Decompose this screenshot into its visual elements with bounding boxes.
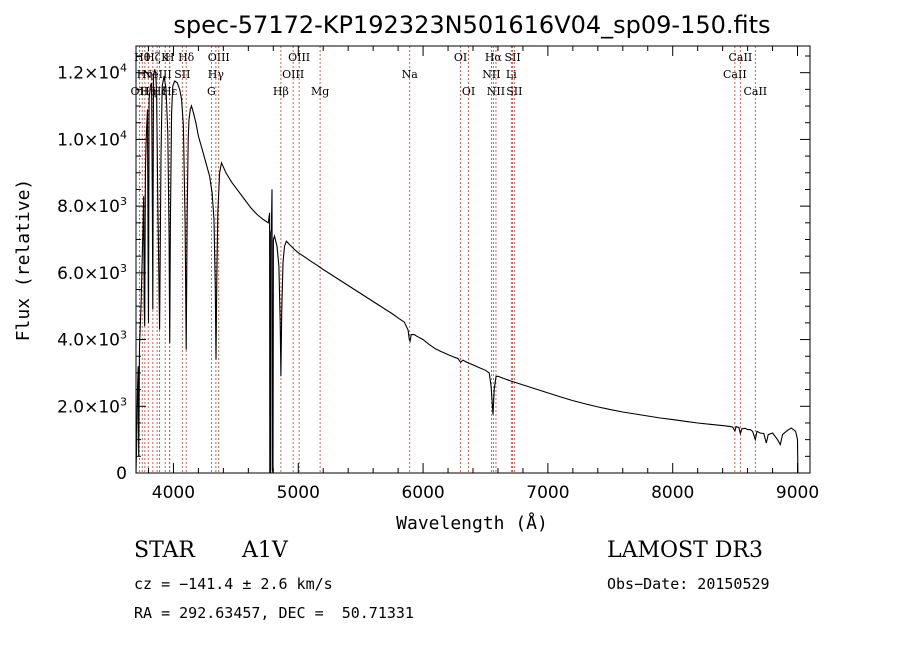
x-tick-label: 8000 <box>651 483 694 503</box>
y-tick-exponent: 3 <box>120 195 127 208</box>
y-tick-mantissa: 8.0×10 <box>57 197 120 217</box>
line-label-7: K <box>161 51 170 64</box>
y-tick-exponent: 3 <box>120 262 127 275</box>
line-label-6: Hζ <box>152 85 168 98</box>
line-label-13: Hγ <box>208 68 225 81</box>
line-label-23: Hα <box>485 51 503 64</box>
observation-date: Obs−Date: 20150529 <box>607 575 770 593</box>
y-axis-label: Flux (relative) <box>13 179 34 342</box>
y-tick-label: 2.0×103 <box>57 395 127 417</box>
redshift-readout: cz = −141.4 ± 2.6 km/s <box>134 575 333 593</box>
line-label-12: G <box>207 85 216 98</box>
line-label-30: CaII <box>743 85 767 98</box>
x-tick-label: 9000 <box>776 483 819 503</box>
y-tick-label: 1.0×104 <box>57 128 127 150</box>
line-label-26: SII <box>504 51 520 64</box>
line-label-29: CaII <box>729 51 753 64</box>
line-labels: OIIHθHηHηHζNeIIIHζKHHεSIIHδGHγOIIIHβOIII… <box>131 51 768 98</box>
plot-frame <box>135 45 811 474</box>
x-tick-label: 7000 <box>526 483 569 503</box>
object-class: STAR <box>134 538 195 563</box>
x-axis-label: Wavelength (Å) <box>396 512 548 534</box>
y-tick-exponent: 4 <box>120 62 127 75</box>
line-label-14: OIII <box>208 51 230 64</box>
line-label-28: CaII <box>723 68 747 81</box>
line-label-5: NeIII <box>143 68 172 81</box>
y-tick-label: 4.0×103 <box>57 329 127 351</box>
line-label-10: SII <box>174 68 190 81</box>
line-label-8: H <box>165 51 175 64</box>
x-tick-label: 6000 <box>401 483 444 503</box>
line-label-24: NII <box>487 85 505 98</box>
x-tick-label: 4000 <box>152 483 195 503</box>
line-label-15: Hβ <box>273 85 289 98</box>
y-tick-mantissa: 1.2×10 <box>57 64 120 84</box>
y-tick-mantissa: 1.0×10 <box>57 130 120 150</box>
line-label-3: Hη <box>140 85 156 98</box>
y-tick-exponent: 3 <box>120 395 127 408</box>
y-tick-exponent: 3 <box>120 329 127 342</box>
line-label-2: Hη <box>137 68 153 81</box>
axis-ticks: 4000 5000 6000 7000 8000 900002.0×1034.0×1036… <box>57 46 819 503</box>
y-tick-label: 1.2×104 <box>57 62 127 84</box>
line-label-20: OI <box>454 51 467 64</box>
line-label-22: NII <box>482 68 500 81</box>
y-tick-mantissa: 0 <box>116 464 127 484</box>
spectrum-series-line <box>135 69 799 474</box>
line-label-1: Hθ <box>134 51 151 64</box>
x-tick-label: 5000 <box>277 483 320 503</box>
line-label-4: Hζ <box>145 51 161 64</box>
y-tick-mantissa: 2.0×10 <box>57 397 120 417</box>
line-label-19: Na <box>402 68 419 81</box>
y-tick-label: 8.0×103 <box>57 195 127 217</box>
chart-title: spec-57172-KP192323N501616V04_sp09-150.f… <box>173 11 770 39</box>
line-label-27: SII <box>506 85 522 98</box>
line-label-17: OIII <box>288 51 310 64</box>
y-tick-mantissa: 6.0×10 <box>57 264 120 284</box>
y-tick-mantissa: 4.0×10 <box>57 331 120 351</box>
line-label-21: OI <box>462 85 475 98</box>
survey-name: LAMOST DR3 <box>607 538 763 563</box>
line-label-11: Hδ <box>178 51 195 64</box>
line-label-0: OII <box>131 85 149 98</box>
y-tick-label: 6.0×103 <box>57 262 127 284</box>
line-label-25: Li <box>506 68 517 81</box>
line-label-16: OIII <box>282 68 304 81</box>
coordinates-readout: RA = 292.63457, DEC = 50.71331 <box>134 604 414 622</box>
y-tick-exponent: 4 <box>120 128 127 141</box>
y-tick-label: 0 <box>116 464 127 484</box>
line-markers <box>138 46 756 473</box>
line-label-9: Hε <box>162 85 178 98</box>
line-label-18: Mg <box>311 85 329 98</box>
object-subclass: A1V <box>242 538 288 563</box>
